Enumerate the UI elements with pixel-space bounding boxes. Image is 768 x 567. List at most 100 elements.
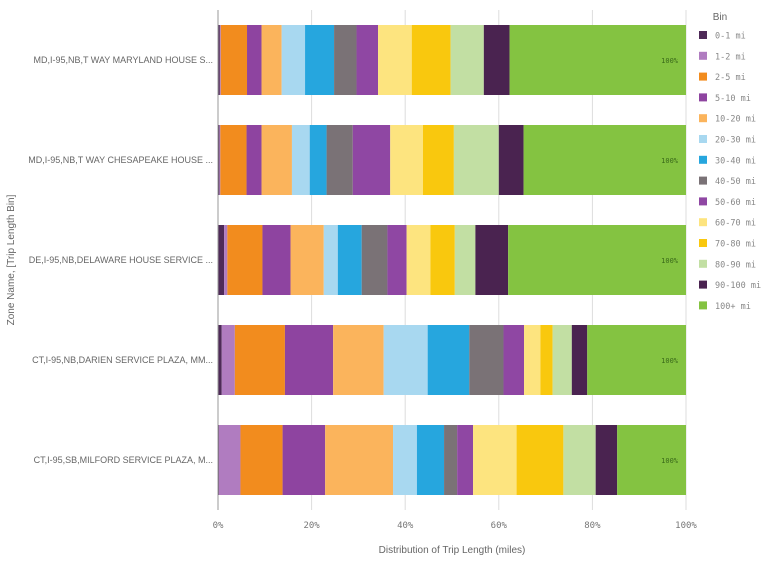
bar-segment-20-30-mi[interactable] (291, 125, 310, 195)
legend-swatch (699, 72, 707, 81)
bar-segment-5-10-mi[interactable] (262, 225, 291, 295)
bar-segment-70-80-mi[interactable] (430, 225, 455, 295)
x-tick-label: 60% (491, 521, 508, 531)
bar-segment-60-70-mi[interactable] (524, 325, 541, 395)
bar-segment-1-2-mi[interactable] (224, 225, 228, 295)
x-axis-label: Distribution of Trip Length (miles) (379, 545, 526, 556)
legend-item-label: 30-40 mi (715, 156, 756, 166)
bar-segment-90-100-mi[interactable] (595, 425, 618, 495)
bar-segment-10-20-mi[interactable] (325, 425, 394, 495)
bar-segment-60-70-mi[interactable] (406, 225, 431, 295)
bar-segment-1-2-mi[interactable] (218, 425, 241, 495)
category-label: MD,I-95,NB,T WAY CHESAPEAKE HOUSE ... (28, 155, 213, 165)
bar-segment-70-80-mi[interactable] (411, 25, 451, 95)
legend-swatch (699, 197, 707, 206)
bar-segment-60-70-mi[interactable] (473, 425, 517, 495)
bar-segment-90-100-mi[interactable] (475, 225, 509, 295)
legend-swatch (699, 114, 707, 123)
bar-segment-80-90-mi[interactable] (450, 25, 484, 95)
bar-segment-40-50-mi[interactable] (334, 25, 357, 95)
bar-segment-20-30-mi[interactable] (323, 225, 338, 295)
legend-swatch (699, 239, 707, 247)
legend-item-label: 70-80 mi (715, 240, 756, 250)
legend-swatch (699, 155, 707, 164)
bar-segment-2-5-mi[interactable] (240, 425, 283, 495)
bar-segment-70-80-mi[interactable] (540, 325, 553, 395)
bar-segment-1-2-mi[interactable] (219, 125, 221, 195)
bar-segment-40-50-mi[interactable] (469, 325, 504, 395)
bar-segment-1-2-mi[interactable] (219, 25, 221, 95)
bar-segment-50-60-mi[interactable] (352, 125, 391, 195)
bar-segment-80-90-mi[interactable] (552, 325, 572, 395)
bar-segment-10-20-mi[interactable] (261, 125, 292, 195)
bar-segment-30-40-mi[interactable] (309, 125, 327, 195)
bar-segment-30-40-mi[interactable] (337, 225, 362, 295)
bar-segment-70-80-mi[interactable] (516, 425, 564, 495)
bar-segment-30-40-mi[interactable] (416, 425, 445, 495)
legend-item-label: 60-70 mi (715, 219, 756, 229)
bar-segment-20-30-mi[interactable] (393, 425, 417, 495)
bar-segment-50-60-mi[interactable] (356, 25, 379, 95)
bar-segment-50-60-mi[interactable] (457, 425, 474, 495)
bar-segment-90-100-mi[interactable] (571, 325, 588, 395)
legend: 0-1 mi 1-2 mi 2-5 mi 5-10 mi 10-20 mi 20-30 m… (699, 31, 761, 312)
bar-segment-50-60-mi[interactable] (387, 225, 407, 295)
bar-segment-2-5-mi[interactable] (234, 325, 285, 395)
bar-segment-100-mi[interactable] (523, 125, 686, 195)
bar-segment-40-50-mi[interactable] (361, 225, 388, 295)
legend-swatch (699, 176, 707, 185)
legend-item-label: 50-60 mi (715, 198, 756, 208)
legend-item-label: 0-1 mi (715, 32, 746, 42)
bar-segment-60-70-mi[interactable] (390, 125, 423, 195)
bar-segment-2-5-mi[interactable] (220, 125, 247, 195)
bar-segment-5-10-mi[interactable] (284, 325, 334, 395)
bar-segment-50-60-mi[interactable] (503, 325, 525, 395)
x-tick-label: 20% (303, 521, 320, 531)
legend-swatch (699, 259, 707, 268)
bar-segment-40-50-mi[interactable] (444, 425, 458, 495)
bar-segment-60-70-mi[interactable] (378, 25, 412, 95)
bar-segment-2-5-mi[interactable] (220, 25, 248, 95)
bar-segment-100-mi[interactable] (508, 225, 686, 295)
bar-segment-100-mi[interactable] (587, 325, 686, 395)
bar-segment-40-50-mi[interactable] (326, 125, 353, 195)
bar-segment-10-20-mi[interactable] (261, 25, 282, 95)
bar-segment-80-90-mi[interactable] (454, 225, 476, 295)
legend-item-label: 1-2 mi (715, 52, 746, 62)
bar-segment-80-90-mi[interactable] (563, 425, 596, 495)
x-tick-label: 0% (213, 521, 224, 531)
bar-segment-80-90-mi[interactable] (453, 125, 499, 195)
bar-segment-0-1-mi[interactable] (218, 325, 222, 395)
bar-segment-30-40-mi[interactable] (427, 325, 470, 395)
x-tick-label: 40% (397, 521, 414, 531)
bar-segment-2-5-mi[interactable] (227, 225, 263, 295)
category-label: CT,I-95,NB,DARIEN SERVICE PLAZA, MM... (32, 355, 213, 365)
bar-segment-5-10-mi[interactable] (246, 125, 262, 195)
bar-segment-0-1-mi[interactable] (218, 125, 220, 195)
bar-segment-0-1-mi[interactable] (218, 225, 225, 295)
category-label: CT,I-95,SB,MILFORD SERVICE PLAZA, M... (34, 455, 213, 465)
bar-segment-10-20-mi[interactable] (290, 225, 324, 295)
bar-segment-20-30-mi[interactable] (383, 325, 428, 395)
legend-swatch (699, 135, 707, 143)
bar-segment-90-100-mi[interactable] (498, 125, 524, 195)
legend-title: Bin (713, 12, 727, 23)
bar-segment-5-10-mi[interactable] (247, 25, 262, 95)
bar-segment-70-80-mi[interactable] (422, 125, 454, 195)
bar-segment-30-40-mi[interactable] (305, 25, 335, 95)
bar-segment-20-30-mi[interactable] (281, 25, 306, 95)
category-label: MD,I-95,NB,T WAY MARYLAND HOUSE S... (33, 55, 213, 65)
legend-swatch (699, 31, 707, 39)
legend-swatch (699, 218, 707, 227)
legend-swatch (699, 280, 707, 289)
bar-segment-90-100-mi[interactable] (483, 25, 510, 95)
x-tick-label: 100% (675, 521, 697, 531)
bar-segment-0-1-mi[interactable] (218, 25, 220, 95)
bar-total-label: 100% (661, 57, 679, 65)
bar-segment-100-mi[interactable] (617, 425, 686, 495)
bar-segment-1-2-mi[interactable] (221, 325, 235, 395)
bar-segment-5-10-mi[interactable] (282, 425, 326, 495)
bar-segment-10-20-mi[interactable] (333, 325, 384, 395)
bar-segment-100-mi[interactable] (509, 25, 686, 95)
